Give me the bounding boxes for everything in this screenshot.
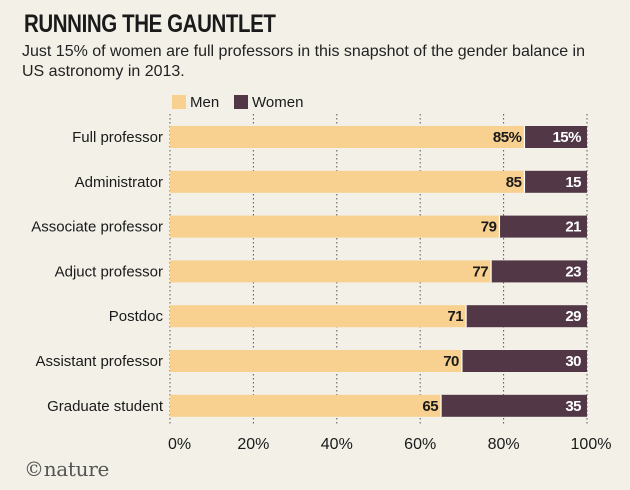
x-tick-label: 80% (488, 436, 520, 453)
data-label-men: 65 (422, 398, 438, 415)
bar-women (466, 305, 587, 328)
legend-label-women: Women (252, 94, 303, 111)
bar-men (170, 394, 442, 417)
category-label: Associate professor (31, 219, 163, 236)
chart-subtitle: Just 15% of women are full professors in… (22, 43, 585, 80)
category-label: Administrator (75, 174, 163, 191)
bar-men (170, 126, 525, 148)
x-tick-label: 60% (404, 436, 436, 453)
bar-women (461, 350, 587, 372)
bar-men (170, 215, 500, 238)
x-tick-label: 40% (321, 436, 353, 453)
bar-men (170, 260, 492, 283)
chart-title: RUNNING THE GAUNTLET (24, 10, 276, 38)
data-label-men: 85 (506, 174, 522, 191)
category-label: Full professor (72, 129, 163, 146)
data-label-women: 30 (565, 353, 581, 370)
legend-swatch-women (234, 95, 248, 109)
category-label: Assistant professor (35, 353, 163, 370)
legend-label-men: Men (190, 94, 219, 111)
category-label: Postdoc (109, 308, 164, 325)
legend-swatch-men (172, 95, 186, 109)
data-label-men: 70 (443, 353, 459, 370)
category-label: Adjuct professor (55, 263, 163, 280)
data-label-men: 77 (472, 263, 488, 280)
data-label-men: 71 (447, 308, 463, 325)
bar-women (524, 170, 587, 193)
data-label-women: 15 (565, 174, 581, 191)
data-label-women: 23 (565, 263, 581, 280)
bar-women (524, 126, 587, 148)
nature-logo: ©nature (24, 457, 110, 481)
data-label-men: 79 (481, 219, 497, 236)
data-label-men: 85% (493, 129, 522, 146)
bar-women (499, 215, 587, 238)
bar-women (491, 260, 587, 283)
x-tick-label: 20% (237, 436, 269, 453)
category-label: Graduate student (47, 398, 164, 415)
stacked-bar-chart: Men Women Full professor 85% 15% Administrato… (31, 94, 612, 453)
data-label-women: 21 (565, 219, 581, 236)
bar-men (170, 170, 525, 193)
data-label-women: 15% (552, 129, 581, 146)
bar-men (170, 305, 467, 328)
x-tick-label: 0% (168, 436, 191, 453)
data-label-women: 29 (565, 308, 581, 325)
bar-men (170, 350, 462, 372)
bar-women (441, 394, 587, 417)
x-tick-label: 100% (571, 436, 612, 453)
data-label-women: 35 (565, 398, 581, 415)
